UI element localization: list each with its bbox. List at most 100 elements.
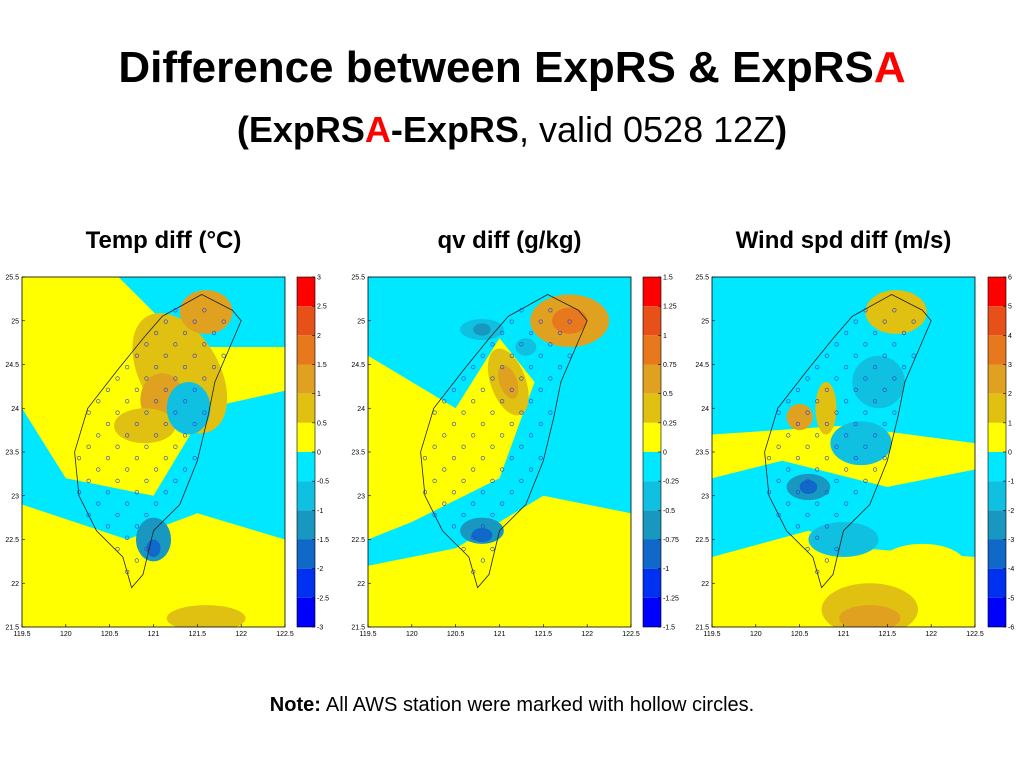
station xyxy=(834,547,839,552)
colorbar-bin xyxy=(988,393,1006,423)
x-tick-label: 121.5 xyxy=(879,631,897,638)
station xyxy=(86,478,91,483)
station xyxy=(786,501,791,506)
station xyxy=(863,376,868,381)
colorbar-bin xyxy=(988,481,1006,511)
station xyxy=(202,376,207,381)
colorbar-bin xyxy=(297,452,315,482)
station xyxy=(480,353,485,358)
station xyxy=(461,376,466,381)
colorbar-tick-label: 4 xyxy=(1008,333,1012,340)
map-field xyxy=(22,277,285,627)
station xyxy=(125,365,130,370)
station xyxy=(844,467,849,472)
station xyxy=(824,558,829,563)
station xyxy=(872,399,878,404)
station xyxy=(173,410,178,415)
station xyxy=(853,421,858,427)
x-tick-label: 121 xyxy=(494,631,506,638)
colorbar-bin xyxy=(988,277,1006,307)
station xyxy=(776,478,781,483)
y-tick-label: 24.5 xyxy=(695,362,709,369)
station xyxy=(528,365,534,370)
station xyxy=(125,399,130,404)
colorbar-bin xyxy=(988,452,1006,482)
map: 119.5 120 120.5 121 121.5 122 122.525.52524.52… xyxy=(695,275,1014,639)
y-tick-label: 25 xyxy=(701,318,709,325)
station xyxy=(480,456,485,461)
station xyxy=(442,467,447,472)
station xyxy=(144,478,149,483)
station xyxy=(538,421,543,427)
station xyxy=(795,490,801,495)
y-tick-label: 25.5 xyxy=(5,275,19,282)
x-tick-label: 120.5 xyxy=(101,631,119,638)
station xyxy=(211,365,217,370)
colorbar-bin xyxy=(643,422,661,452)
station xyxy=(901,365,907,370)
station xyxy=(471,433,476,438)
y-tick-label: 21.5 xyxy=(351,625,365,632)
station xyxy=(144,444,149,449)
colorbar-tick-label: 1.25 xyxy=(663,304,677,311)
colorbar-tick-label: -0.75 xyxy=(663,537,679,544)
station xyxy=(192,319,197,324)
colorbar-bin xyxy=(643,452,661,482)
station xyxy=(115,410,120,415)
station xyxy=(211,330,217,336)
station xyxy=(509,456,514,461)
station xyxy=(815,535,820,540)
station xyxy=(815,433,820,438)
colorbar-bin xyxy=(988,306,1006,336)
subtitle-part: , valid 0528 12Z xyxy=(519,109,775,150)
station xyxy=(471,399,476,404)
note: Note: All AWS station were marked with ho… xyxy=(270,694,754,716)
station xyxy=(173,444,178,449)
station xyxy=(815,501,820,506)
station xyxy=(86,512,91,518)
station xyxy=(786,399,791,404)
x-tick-label: 119.5 xyxy=(360,631,377,638)
station xyxy=(202,342,207,347)
x-tick-label: 120 xyxy=(60,631,72,638)
station xyxy=(882,456,887,461)
field-blob xyxy=(146,539,161,557)
colorbar-bin xyxy=(988,335,1006,365)
station xyxy=(500,501,505,506)
colorbar-tick-label: 0 xyxy=(663,450,667,457)
station xyxy=(144,342,149,347)
station xyxy=(490,444,495,449)
colorbar-bin xyxy=(988,364,1006,394)
station xyxy=(901,330,907,336)
colorbar-tick-label: -5 xyxy=(1008,595,1014,602)
station xyxy=(144,547,149,552)
station xyxy=(480,387,485,392)
station xyxy=(538,353,543,358)
note-text: All AWS station were marked with hollow … xyxy=(326,694,754,716)
station xyxy=(834,512,839,518)
colorbar-tick-label: -0.5 xyxy=(663,508,675,515)
station xyxy=(509,490,514,495)
station xyxy=(500,330,505,336)
station xyxy=(519,376,524,381)
station xyxy=(863,478,868,483)
colorbar-tick-label: -2 xyxy=(317,566,323,573)
field-band xyxy=(368,495,631,627)
station xyxy=(125,467,130,472)
station xyxy=(182,433,188,438)
station xyxy=(134,524,139,529)
station xyxy=(76,456,82,461)
y-tick-label: 22.5 xyxy=(351,537,365,544)
station xyxy=(96,433,101,438)
station xyxy=(863,308,868,313)
colorbar-tick-label: 0 xyxy=(317,450,321,457)
station xyxy=(154,365,159,370)
colorbar-bin xyxy=(297,364,315,394)
station xyxy=(863,444,868,449)
panel-title: Temp diff (°C) xyxy=(86,227,242,254)
colorbar-tick-label: -6 xyxy=(1008,625,1014,632)
station xyxy=(471,569,476,574)
station xyxy=(528,433,534,438)
field-band xyxy=(22,504,285,627)
